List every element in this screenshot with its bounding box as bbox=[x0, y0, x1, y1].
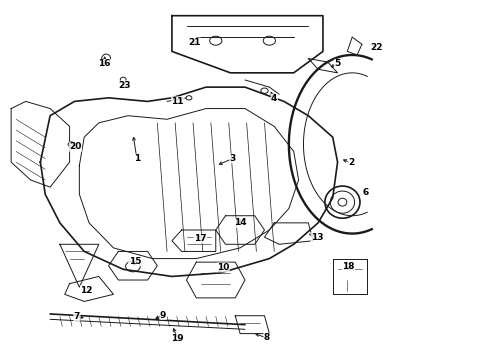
Text: 23: 23 bbox=[118, 81, 130, 90]
Text: 20: 20 bbox=[69, 142, 82, 151]
Text: 17: 17 bbox=[194, 234, 206, 243]
Text: 22: 22 bbox=[370, 42, 383, 51]
Text: 19: 19 bbox=[172, 334, 184, 343]
Text: 15: 15 bbox=[129, 257, 141, 266]
Text: 18: 18 bbox=[342, 262, 355, 271]
Text: 13: 13 bbox=[311, 233, 323, 242]
Text: 4: 4 bbox=[271, 94, 277, 103]
Text: 14: 14 bbox=[234, 219, 246, 228]
Text: 6: 6 bbox=[363, 188, 369, 197]
Text: 9: 9 bbox=[160, 311, 166, 320]
Text: 5: 5 bbox=[335, 59, 341, 68]
Text: 3: 3 bbox=[230, 154, 236, 163]
Text: 2: 2 bbox=[348, 158, 354, 167]
Text: 1: 1 bbox=[134, 154, 140, 163]
Text: 8: 8 bbox=[264, 333, 270, 342]
Text: 21: 21 bbox=[188, 38, 200, 47]
Text: 16: 16 bbox=[98, 59, 111, 68]
Text: 7: 7 bbox=[74, 312, 80, 321]
Text: 12: 12 bbox=[80, 285, 93, 294]
Text: 10: 10 bbox=[217, 263, 229, 272]
Text: 11: 11 bbox=[172, 97, 184, 106]
